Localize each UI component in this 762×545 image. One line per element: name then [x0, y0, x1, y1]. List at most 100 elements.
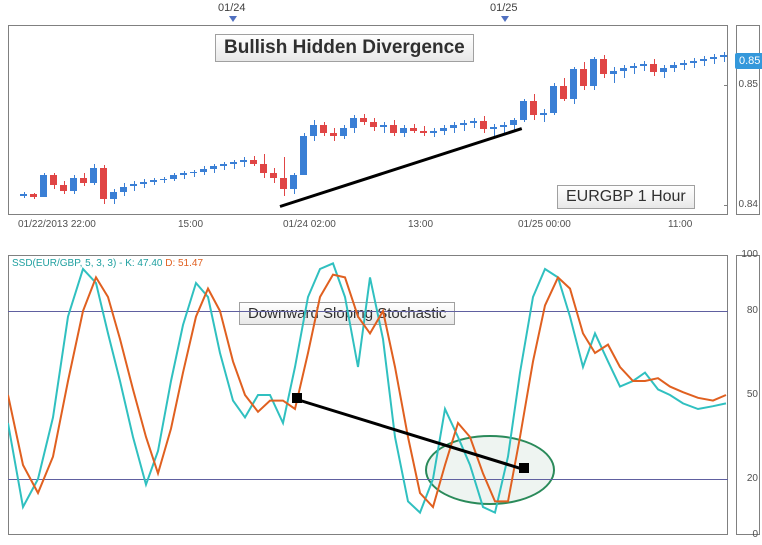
price-ytick: 0.85 [739, 79, 758, 90]
price-ytick: 0.84 [739, 199, 758, 210]
candle-body [450, 125, 457, 128]
price-xtick: 01/22/2013 22:00 [18, 219, 96, 230]
candle-body [200, 169, 207, 172]
candle-body [30, 194, 37, 197]
candle-body [240, 160, 247, 162]
stoch-ytick: 80 [747, 305, 758, 316]
candle-body [500, 125, 507, 127]
candle-wick [624, 65, 625, 78]
candle-body [300, 136, 307, 175]
price-flag: 0.85 [735, 53, 762, 69]
candle-body [90, 168, 97, 184]
candle-wick [284, 157, 285, 196]
candle-body [110, 192, 117, 199]
trend-marker [292, 393, 302, 403]
candle-body [610, 71, 617, 73]
candle-body [280, 178, 287, 189]
candle-wick [694, 58, 695, 69]
candle-body [190, 172, 197, 173]
candle-body [260, 164, 267, 172]
candle-body [510, 120, 517, 125]
candle-body [590, 59, 597, 86]
candle-body [480, 121, 487, 129]
candle-body [160, 179, 167, 180]
candle-body [370, 122, 377, 127]
pair-label: EURGBP 1 Hour [557, 185, 695, 209]
candle-wick [194, 170, 195, 177]
candle-wick [544, 109, 545, 122]
candle-body [640, 64, 647, 66]
date-marker: 01/24 [218, 2, 246, 14]
candle-body [630, 66, 637, 68]
candle-body [380, 125, 387, 127]
candle-body [320, 125, 327, 132]
candle-wick [464, 120, 465, 131]
candle-body [360, 118, 367, 122]
date-arrow-icon [501, 16, 509, 22]
candle-body [130, 184, 137, 186]
candle-body [120, 187, 127, 192]
candle-body [250, 160, 257, 164]
candle-wick [494, 124, 495, 136]
candle-body [70, 178, 77, 191]
candle-wick [634, 63, 635, 74]
candle-wick [164, 177, 165, 183]
candle-body [600, 59, 607, 74]
candle-body [20, 194, 27, 196]
trend-marker [519, 463, 529, 473]
price-xtick: 01/25 00:00 [518, 219, 571, 230]
stoch-ytick: 20 [747, 473, 758, 484]
candle-body [540, 113, 547, 115]
stochastic-lines [8, 255, 728, 535]
candle-body [520, 101, 527, 120]
price-xtick: 13:00 [408, 219, 433, 230]
candle-body [650, 64, 657, 72]
candle-body [690, 61, 697, 63]
candle-body [720, 55, 727, 57]
candle-body [470, 121, 477, 123]
candle-body [50, 175, 57, 186]
candle-body [530, 101, 537, 115]
candle-body [710, 57, 717, 59]
stoch-ytick: 100 [741, 249, 758, 260]
candle-body [310, 125, 317, 136]
candle-wick [704, 56, 705, 67]
candle-body [40, 175, 47, 197]
candle-wick [714, 54, 715, 65]
candle-body [210, 166, 217, 168]
candle-body [680, 63, 687, 65]
chart-title: Bullish Hidden Divergence [215, 34, 474, 62]
price-xtick: 01/24 02:00 [283, 219, 336, 230]
candle-body [140, 182, 147, 184]
candle-body [410, 128, 417, 130]
candle-body [400, 128, 407, 132]
candle-wick [614, 67, 615, 83]
candle-body [420, 131, 427, 133]
candle-wick [384, 122, 385, 133]
candle-body [580, 69, 587, 86]
candle-body [290, 175, 297, 189]
candle-body [430, 131, 437, 133]
candle-body [60, 185, 67, 190]
candle-body [490, 127, 497, 129]
candle-body [460, 123, 467, 125]
candle-body [390, 125, 397, 132]
candle-body [230, 162, 237, 164]
candle-body [180, 173, 187, 175]
candle-wick [504, 122, 505, 133]
candle-body [550, 86, 557, 112]
candle-body [220, 164, 227, 166]
price-xtick: 15:00 [178, 219, 203, 230]
candle-body [340, 128, 347, 135]
candle-body [560, 86, 567, 99]
candle-body [570, 69, 577, 99]
candle-body [330, 133, 337, 136]
stoch-ytick: 50 [747, 389, 758, 400]
date-arrow-icon [229, 16, 237, 22]
candle-body [270, 173, 277, 178]
candle-body [100, 168, 107, 200]
candle-body [150, 180, 157, 182]
candle-body [620, 68, 627, 71]
candle-body [440, 128, 447, 130]
stoch-ytick: 0 [752, 529, 758, 540]
